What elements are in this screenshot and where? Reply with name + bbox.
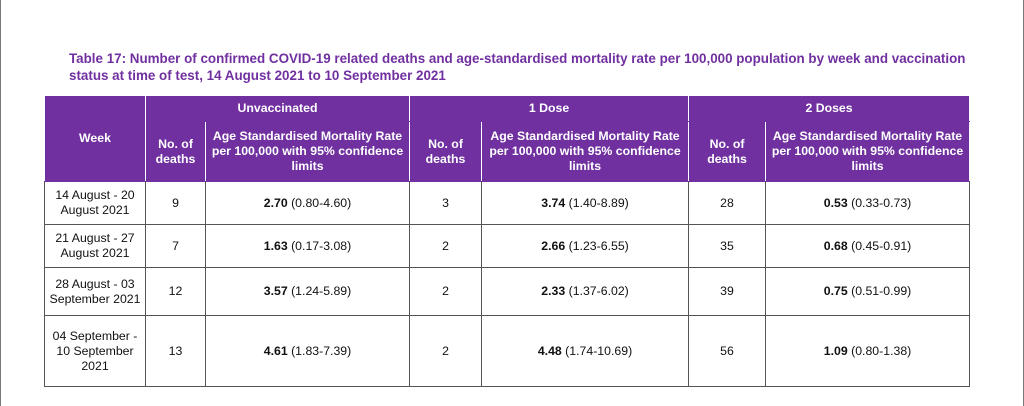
confidence-interval: (1.37-6.02) [565,284,629,298]
rate-value: 2.66 [541,238,566,253]
rate-value: 0.75 [823,284,848,298]
unvaccinated-deaths-cell: 12 [145,267,206,316]
rate-value: 0.53 [823,195,848,210]
rate-value: 1.09 [823,343,848,358]
header-week: Week [44,95,146,182]
dose2-rate-cell: 1.09 (0.80-1.38) [765,315,971,387]
dose1-rate-cell: 4.48 (1.74-10.69) [480,315,690,387]
dose2-deaths-cell: 39 [688,267,767,316]
week-cell: 28 August - 03 September 2021 [44,267,146,316]
confidence-interval: (0.80-4.60) [287,195,352,210]
confidence-interval: (0.80-1.38) [847,343,912,358]
header-deaths-1-dose: No. of deaths [409,121,482,182]
week-cell: 14 August - 20 August 2021 [44,181,146,225]
dose2-deaths-cell: 28 [688,181,767,225]
unvaccinated-deaths-cell: 13 [145,315,206,387]
week-cell: 04 September - 10 September 2021 [44,315,146,387]
dose2-deaths-cell: 56 [688,315,767,387]
header-sub-row: No. of deaths Age Standardised Mortality… [45,121,971,182]
confidence-interval: (1.24-5.89) [287,284,352,298]
unvaccinated-rate-cell: 2.70 (0.80-4.60) [205,181,410,225]
rate-value: 2.33 [541,284,566,298]
header-deaths-2-doses: No. of deaths [688,121,767,182]
rate-value: 0.68 [823,238,848,253]
confidence-interval: (1.83-7.39) [287,343,352,358]
dose2-rate-cell: 0.68 (0.45-0.91) [765,224,971,268]
confidence-interval: (0.45-0.91) [847,238,912,253]
header-rate-1-dose: Age Standardised Mortality Rate per 100,… [480,121,690,182]
dose1-deaths-cell: 2 [409,224,482,268]
table-row: 14 August - 20 August 2021 9 2.70 (0.80-… [44,181,971,225]
confidence-interval: (1.40-8.89) [565,195,629,210]
rate-value: 4.61 [263,343,288,358]
header-2-doses: 2 Doses [688,95,971,122]
confidence-interval: (1.74-10.69) [561,343,633,358]
header-group-row: Week Unvaccinated 1 Dose 2 Doses [44,95,971,182]
table-row: 21 August - 27 August 2021 7 1.63 (0.17-… [44,224,971,268]
dose1-rate-cell: 2.33 (1.37-6.02) [480,267,690,316]
dose1-rate-cell: 2.66 (1.23-6.55) [480,224,690,268]
unvaccinated-rate-cell: 3.57 (1.24-5.89) [205,267,410,316]
rate-value: 4.48 [537,343,562,358]
dose1-deaths-cell: 2 [409,267,482,316]
mortality-table: Week Unvaccinated 1 Dose 2 Doses No. of … [44,95,971,387]
table-row: 04 September - 10 September 2021 13 4.61… [44,315,971,387]
rate-value: 2.70 [263,195,288,210]
confidence-interval: (0.17-3.08) [287,238,352,253]
week-cell: 21 August - 27 August 2021 [44,224,146,268]
dose2-deaths-cell: 35 [688,224,767,268]
unvaccinated-deaths-cell: 7 [145,224,206,268]
confidence-interval: (0.33-0.73) [847,195,912,210]
header-unvaccinated: Unvaccinated [145,95,410,122]
rate-value: 3.57 [263,284,288,298]
dose2-rate-cell: 0.53 (0.33-0.73) [765,181,971,225]
dose1-deaths-cell: 3 [409,181,482,225]
page-left-border [0,0,1,406]
header-rate-unvaccinated: Age Standardised Mortality Rate per 100,… [205,121,410,182]
confidence-interval: (1.23-6.55) [565,238,629,253]
unvaccinated-rate-cell: 1.63 (0.17-3.08) [205,224,410,268]
rate-value: 3.74 [541,195,566,210]
header-1-dose: 1 Dose [408,95,690,122]
unvaccinated-deaths-cell: 9 [145,181,206,225]
header-deaths-unvaccinated: No. of deaths [145,121,206,182]
rate-value: 1.63 [263,238,288,253]
dose2-rate-cell: 0.75 (0.51-0.99) [765,267,971,316]
unvaccinated-rate-cell: 4.61 (1.83-7.39) [205,315,410,387]
dose1-rate-cell: 3.74 (1.40-8.89) [480,181,690,225]
dose1-deaths-cell: 2 [409,315,482,387]
header-rate-2-doses: Age Standardised Mortality Rate per 100,… [765,121,971,182]
table-caption: Table 17: Number of confirmed COVID-19 r… [69,51,966,83]
table-row: 28 August - 03 September 2021 12 3.57 (1… [44,267,971,316]
confidence-interval: (0.51-0.99) [847,284,912,298]
